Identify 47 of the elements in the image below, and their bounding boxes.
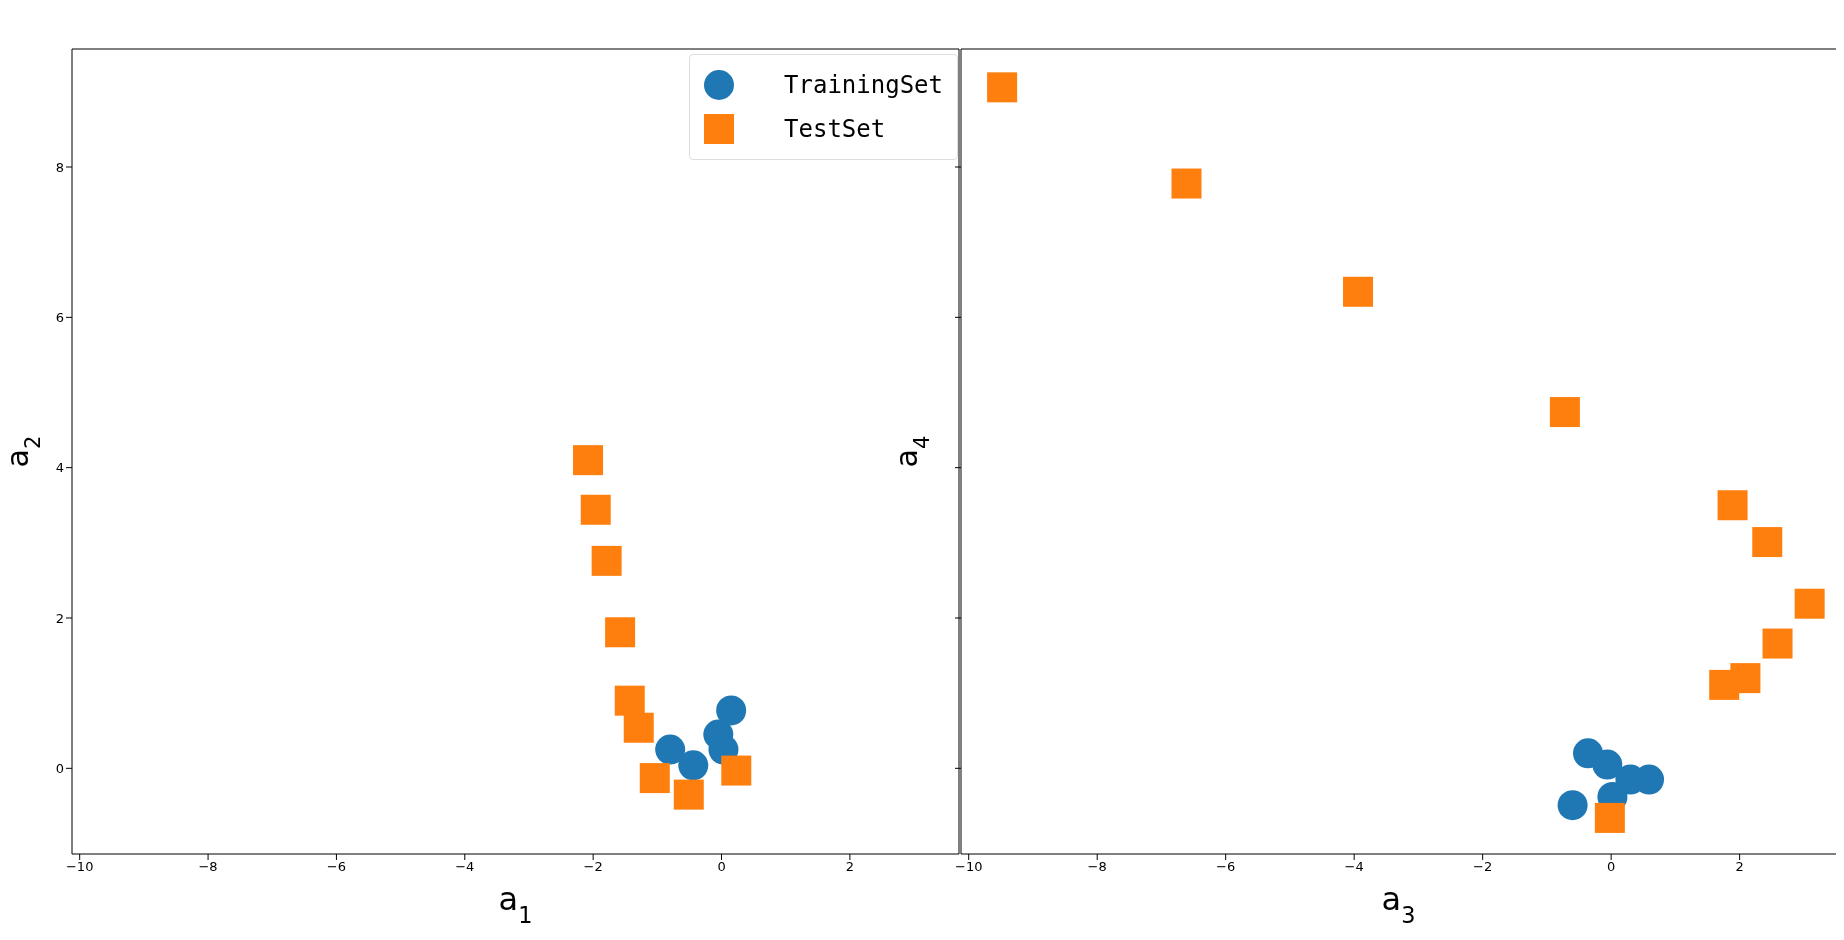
x-tick-label: 0: [717, 859, 726, 875]
x-axis-title: a$_{1}$: [498, 880, 533, 928]
x-tick-label: −4: [1344, 859, 1364, 875]
point: [1171, 168, 1202, 199]
point: [639, 763, 670, 794]
point: [678, 750, 709, 781]
y-tick-label: 0: [55, 760, 64, 776]
x-tick-label: 0: [1607, 859, 1616, 875]
point: [673, 779, 704, 810]
x-tick-label: 2: [845, 859, 855, 875]
point: [1752, 527, 1783, 558]
point: [591, 545, 622, 576]
x-axis-title: a$_{3}$: [1381, 880, 1416, 928]
point: [1794, 588, 1825, 619]
point: [573, 445, 604, 476]
x-tick-label: −2: [583, 859, 603, 875]
point: [1549, 397, 1580, 428]
x-tick-label: 2: [1735, 859, 1744, 875]
x-tick-label: −2: [1473, 859, 1493, 875]
x-tick-label: −10: [954, 859, 983, 875]
point: [1343, 276, 1374, 307]
point: [721, 755, 752, 786]
x-tick-label: −8: [1087, 859, 1107, 875]
y-tick-label: 8: [55, 159, 64, 175]
point: [1717, 490, 1748, 521]
point: [1709, 669, 1740, 700]
x-tick-label: −6: [1216, 859, 1236, 875]
point: [655, 734, 686, 765]
x-tick-label: −8: [198, 859, 218, 875]
x-tick-label: −6: [326, 859, 347, 875]
y-tick-label: 4: [55, 460, 64, 476]
y-tick-label: 2: [55, 610, 64, 626]
point: [1594, 802, 1625, 833]
point: [716, 695, 747, 726]
point: [1557, 790, 1588, 821]
y-tick-label: 6: [55, 309, 64, 325]
point: [614, 685, 645, 716]
point: [605, 617, 636, 648]
legend-label: TestSet: [784, 114, 886, 145]
point: [580, 494, 611, 525]
point: [987, 72, 1018, 103]
x-tick-label: −10: [65, 859, 94, 875]
point: [1592, 749, 1623, 780]
legend-label: TrainingSet: [784, 70, 943, 101]
point: [623, 712, 654, 743]
point: [1762, 628, 1793, 659]
x-tick-label: −4: [455, 859, 475, 875]
